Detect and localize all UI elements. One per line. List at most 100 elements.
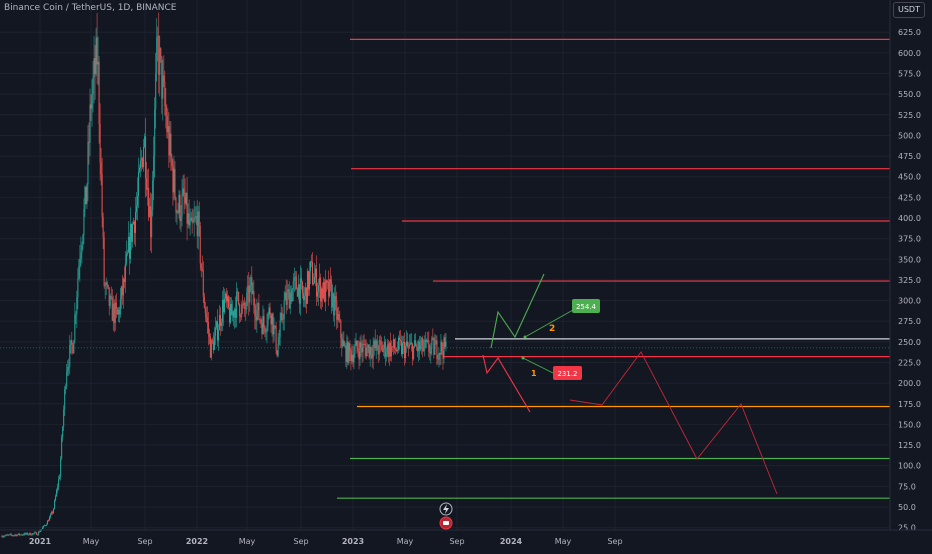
candle-body: [334, 296, 336, 316]
candle-body: [49, 516, 51, 521]
bull-target-label[interactable]: [572, 299, 600, 313]
candle-body: [5, 534, 7, 536]
candle-body: [132, 221, 134, 224]
candle-body: [317, 291, 319, 297]
candle-body: [178, 194, 180, 213]
candle-body: [103, 237, 105, 287]
price-axis[interactable]: 625.0 600.0 575.0 550.0 525.0 500.0 475.0 450.0…: [889, 0, 932, 550]
candle-body: [393, 339, 395, 349]
candle-body: [1, 535, 3, 538]
candle-body: [28, 532, 30, 535]
candle-body: [198, 211, 200, 226]
candle-body: [188, 213, 190, 226]
candle-body: [253, 290, 255, 306]
candle-body: [36, 534, 38, 536]
candle-body: [221, 299, 223, 323]
price-tick-label: 125.0: [898, 441, 921, 450]
candle-body: [324, 282, 326, 302]
candle-body: [232, 311, 234, 316]
candle-body: [107, 284, 109, 288]
candle-body: [197, 211, 199, 237]
time-tick-label: May: [397, 537, 414, 546]
candle-body: [303, 295, 305, 300]
candle-body: [411, 342, 413, 345]
horizontal-levels[interactable]: 616.4459.7396.4323.6253.6232.1171.7108.7…: [0, 33, 930, 504]
candle-body: [205, 313, 207, 318]
bear-callout-line: [522, 357, 554, 374]
candle-body: [322, 288, 324, 299]
candle-body: [318, 285, 320, 292]
candle-body: [9, 534, 11, 535]
candle-body: [172, 166, 174, 193]
candle-body: [114, 302, 116, 323]
scenario-marker-1: 1: [531, 369, 537, 378]
bear-scenario-short-path[interactable]: [482, 354, 531, 413]
candle-body: [13, 535, 15, 536]
candle-body: [12, 535, 14, 537]
bear-scenario-long-path[interactable]: [569, 351, 778, 495]
bull-scenario-path[interactable]: [490, 273, 545, 349]
candle-body: [311, 261, 313, 285]
candlestick-series: [1, 12, 447, 538]
candle-body: [67, 367, 69, 372]
candle-body: [190, 217, 192, 221]
candle-body: [313, 283, 315, 285]
candle-body: [333, 293, 335, 316]
candle-body: [354, 345, 356, 355]
candle-body: [320, 277, 322, 302]
candle-body: [388, 342, 390, 357]
candle-body: [269, 307, 271, 316]
candle-body: [397, 337, 399, 350]
candle-body: [415, 340, 417, 347]
candle-body: [88, 141, 90, 143]
bear-target-label[interactable]: [553, 366, 582, 380]
candle-body: [90, 104, 92, 109]
symbol-legend[interactable]: Binance Coin / TetherUS, 1D, BINANCE: [4, 3, 177, 13]
candle-body: [116, 308, 118, 315]
candle-body: [431, 338, 433, 347]
candle-body: [154, 109, 156, 157]
candle-body: [220, 322, 222, 326]
candle-body: [319, 277, 321, 286]
candle-body: [30, 534, 32, 536]
candle-body: [61, 437, 63, 459]
candle-body: [65, 386, 67, 390]
candle-body: [158, 35, 160, 76]
candle-body: [350, 350, 352, 362]
candle-body: [72, 344, 74, 354]
candle-body: [372, 347, 374, 359]
candle-body: [357, 348, 359, 352]
candle-body: [94, 58, 96, 75]
candle-body: [274, 325, 276, 327]
candle-body: [435, 340, 437, 345]
time-axis[interactable]: 2021 May Sep 2022 May Sep 2023 May Sep 2024 May Sep: [0, 529, 932, 546]
candle-body: [130, 223, 132, 242]
candle-body: [204, 307, 206, 314]
candle-body: [343, 340, 345, 347]
candle-body: [127, 236, 129, 253]
candle-body: [139, 167, 141, 172]
candle-body: [80, 252, 82, 259]
candle-body: [156, 36, 158, 74]
candle-body: [137, 196, 139, 206]
candle-body: [4, 535, 6, 537]
candle-body: [365, 347, 367, 357]
candle-body: [82, 235, 84, 246]
candle-body: [251, 277, 253, 295]
event-markers[interactable]: [439, 502, 453, 530]
candle-body: [392, 339, 394, 347]
candle-body: [237, 291, 239, 293]
candle-body: [307, 271, 309, 290]
candle-body: [301, 281, 303, 294]
candle-body: [16, 534, 18, 536]
currency-button[interactable]: USDT: [893, 2, 925, 18]
candle-body: [408, 346, 410, 348]
candle-body: [224, 298, 226, 313]
candle-body: [349, 343, 351, 351]
candle-body: [133, 221, 135, 233]
scenario-paths[interactable]: 254.4 231.2 2 1: [482, 273, 778, 495]
price-tick-label: 75.0: [898, 482, 916, 491]
candle-body: [225, 293, 227, 299]
